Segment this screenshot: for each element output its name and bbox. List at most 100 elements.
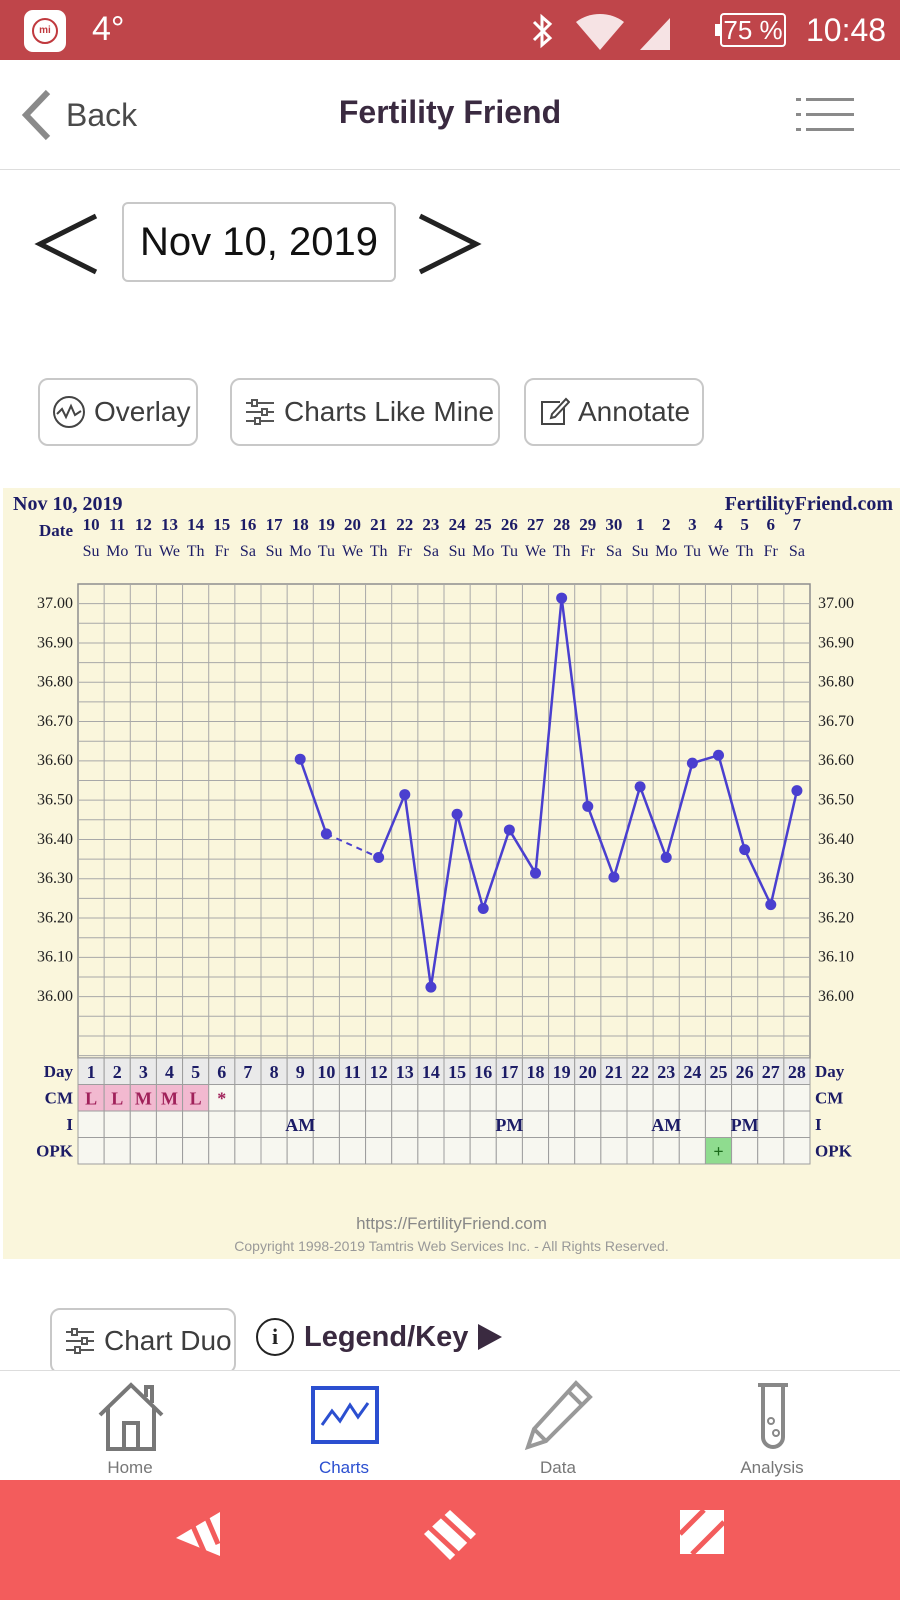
date-label: 28 (553, 515, 570, 534)
chart-title: Nov 10, 2019 (13, 493, 122, 515)
chart-duo-button[interactable]: Chart Duo (50, 1308, 236, 1374)
intercourse-cell (600, 1110, 628, 1138)
y-tick-right: 36.30 (818, 870, 854, 887)
day-cell (600, 1057, 628, 1085)
nav-home[interactable]: Home (50, 1371, 210, 1481)
day-cell-text: 24 (683, 1062, 701, 1082)
series-line-segment (586, 805, 616, 878)
menu-list-icon[interactable] (796, 96, 854, 134)
opk-cell (286, 1137, 314, 1165)
weekday-label: Mo (289, 543, 311, 560)
overlay-button[interactable]: Overlay (38, 378, 198, 446)
bottom-navigation: Home Charts Data Analysis (0, 1370, 900, 1480)
cm-cell (574, 1084, 602, 1112)
chart-footer-url: https://FertilityFriend.com (356, 1214, 547, 1233)
y-tick-left: 36.70 (37, 713, 73, 730)
nav-charts[interactable]: Charts (264, 1371, 424, 1481)
day-cell-text: 21 (605, 1062, 623, 1082)
cm-cell (365, 1084, 393, 1112)
cm-cell (678, 1084, 706, 1112)
charts-icon (311, 1386, 379, 1444)
sliders-icon (246, 399, 274, 425)
date-label: 2 (662, 515, 671, 534)
cm-cell (338, 1084, 367, 1112)
nav-analysis[interactable]: Analysis (692, 1371, 852, 1481)
temperature-point (556, 592, 568, 604)
charts-like-mine-button[interactable]: Charts Like Mine (230, 378, 500, 446)
intercourse-cell-text: AM (651, 1115, 681, 1135)
day-cell-text: 20 (579, 1062, 597, 1082)
y-tick-left: 36.30 (37, 870, 73, 887)
system-home-icon[interactable] (422, 1508, 478, 1564)
series-line-segment (769, 790, 799, 905)
weekday-label: We (342, 543, 363, 560)
weekday-label: Su (83, 543, 100, 560)
opk-cell (548, 1137, 576, 1165)
date-label: 26 (501, 515, 518, 534)
intercourse-cell (260, 1110, 288, 1138)
opk-cell (155, 1137, 184, 1165)
opk-cell (574, 1137, 602, 1165)
date-label: 11 (109, 515, 125, 534)
day-cell-text: 14 (422, 1062, 440, 1082)
intercourse-cell (182, 1110, 210, 1138)
series-line-segment (455, 813, 485, 909)
legend-key-link[interactable]: i Legend/Key (256, 1318, 503, 1356)
opk-cell (783, 1137, 811, 1165)
day-cell (260, 1057, 288, 1085)
series-line-dashed (325, 832, 380, 859)
date-row-label: Date (39, 521, 73, 540)
cm-cell (548, 1084, 576, 1112)
day-cell-text: 7 (243, 1062, 252, 1082)
date-label: 16 (239, 515, 256, 534)
intercourse-cell (574, 1110, 602, 1138)
y-tick-right: 36.90 (818, 634, 854, 651)
series-line-segment (377, 794, 406, 858)
day-cell-text: 11 (344, 1062, 361, 1082)
temperature-point (399, 789, 411, 801)
temperature-point (451, 808, 463, 820)
status-bar: mi 4° 75 % 10:48 (0, 0, 900, 60)
date-label: 15 (213, 515, 230, 534)
intercourse-cell (678, 1110, 706, 1138)
previous-date-arrow-icon[interactable] (34, 210, 100, 280)
temperature-point (373, 851, 385, 863)
next-date-arrow-icon[interactable] (416, 210, 482, 280)
day-cell-text: 12 (370, 1062, 388, 1082)
system-recents-icon[interactable] (678, 1508, 726, 1556)
y-tick-left: 37.00 (37, 595, 73, 612)
temperature-point (791, 785, 803, 797)
day-row-label-left: Day (44, 1062, 74, 1081)
opk-cell (208, 1137, 236, 1165)
temperature-point (608, 871, 620, 883)
y-tick-right: 36.20 (818, 909, 854, 926)
date-label: 1 (636, 515, 645, 534)
back-button[interactable]: Back (18, 88, 137, 142)
weekday-label: Tu (684, 543, 701, 560)
temperature-point (425, 981, 437, 993)
annotate-button[interactable]: Annotate (524, 378, 704, 446)
cm-cell (652, 1084, 680, 1112)
fertility-chart: Nov 10, 2019 FertilityFriend.com Date 10 11 1… (3, 488, 900, 1259)
day-cell-text: 18 (527, 1062, 545, 1082)
play-arrow-icon (478, 1324, 503, 1350)
y-tick-left: 36.80 (37, 674, 73, 691)
intercourse-cell (704, 1110, 733, 1138)
intercourse-cell (103, 1110, 131, 1138)
chart-duo-label: Chart Duo (104, 1325, 232, 1356)
system-back-icon[interactable] (172, 1508, 224, 1560)
date-label: 7 (793, 515, 802, 534)
weekday-label: We (159, 543, 180, 560)
y-tick-left: 36.10 (37, 949, 73, 966)
cm-cell (286, 1084, 314, 1112)
cm-cell (417, 1084, 445, 1112)
nav-data[interactable]: Data (478, 1371, 638, 1481)
page-title: Fertility Friend (338, 94, 562, 130)
nav-data-label: Data (540, 1458, 576, 1477)
date-selector[interactable]: Nov 10, 2019 (122, 202, 396, 282)
intercourse-cell-text: PM (731, 1115, 759, 1135)
info-icon: i (256, 1318, 294, 1356)
series-line-segment (508, 829, 537, 874)
cm-cell (155, 1084, 184, 1112)
